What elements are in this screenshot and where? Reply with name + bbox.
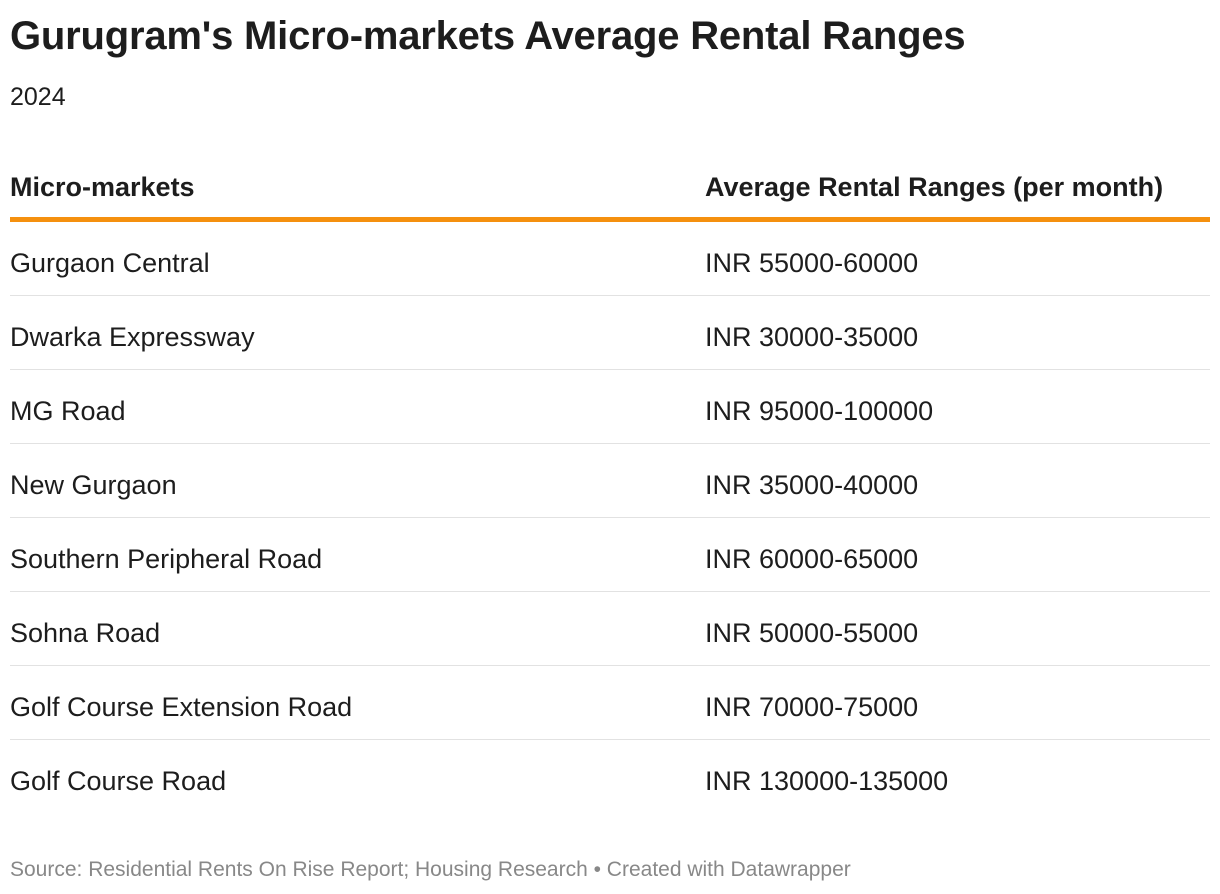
micro-market-cell: MG Road — [10, 396, 126, 426]
rental-range-cell: INR 60000-65000 — [705, 544, 919, 574]
micro-market-cell: Gurgaon Central — [10, 248, 210, 278]
table-row: Gurgaon Central INR 55000-60000 — [10, 222, 1210, 296]
table-row: Southern Peripheral Road INR 60000-65000 — [10, 518, 1210, 592]
chart-container: Gurugram's Micro-markets Average Rental … — [10, 0, 1210, 894]
rental-range-cell: INR 95000-100000 — [705, 396, 934, 426]
data-table: Micro-markets Average Rental Ranges (per… — [10, 150, 1210, 814]
column-header-rental-range: Average Rental Ranges (per month) — [705, 172, 1164, 202]
micro-market-cell: Golf Course Road — [10, 766, 227, 796]
micro-market-cell: Southern Peripheral Road — [10, 544, 323, 574]
rental-range-cell: INR 50000-55000 — [705, 618, 919, 648]
rental-range-cell: INR 55000-60000 — [705, 248, 919, 278]
table-row: Golf Course Road INR 130000-135000 — [10, 740, 1210, 814]
table-row: Dwarka Expressway INR 30000-35000 — [10, 296, 1210, 370]
chart-title: Gurugram's Micro-markets Average Rental … — [10, 14, 966, 58]
table-row: Golf Course Extension Road INR 70000-7500… — [10, 666, 1210, 740]
table-row: New Gurgaon INR 35000-40000 — [10, 444, 1210, 518]
micro-market-cell: New Gurgaon — [10, 470, 177, 500]
micro-market-cell: Sohna Road — [10, 618, 161, 648]
rental-range-cell: INR 130000-135000 — [705, 766, 949, 796]
table-row: Sohna Road INR 50000-55000 — [10, 592, 1210, 666]
rental-range-cell: INR 35000-40000 — [705, 470, 919, 500]
source-footer: Source: Residential Rents On Rise Report… — [10, 858, 851, 881]
table-header: Micro-markets Average Rental Ranges (per… — [10, 150, 1210, 222]
micro-market-cell: Golf Course Extension Road — [10, 692, 353, 722]
rental-range-cell: INR 30000-35000 — [705, 322, 919, 352]
table-row: MG Road INR 95000-100000 — [10, 370, 1210, 444]
table-body: Gurgaon Central INR 55000-60000 Dwarka Exp… — [10, 222, 1210, 814]
chart-subtitle: 2024 — [10, 83, 66, 111]
micro-market-cell: Dwarka Expressway — [10, 322, 255, 352]
rental-range-cell: INR 70000-75000 — [705, 692, 919, 722]
column-header-micro-markets: Micro-markets — [10, 172, 195, 202]
